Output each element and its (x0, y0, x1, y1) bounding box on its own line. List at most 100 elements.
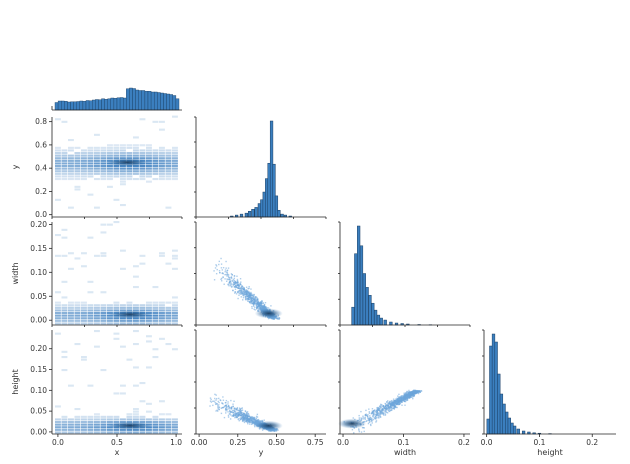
histogram-bar (160, 92, 164, 111)
heatmap-cell (87, 418, 94, 421)
scatter-point (246, 290, 249, 292)
scatter-point (387, 402, 389, 405)
heatmap-cell (159, 165, 165, 168)
scatter-point (384, 402, 386, 405)
scatter-point (210, 398, 212, 401)
heatmap-cell (139, 254, 146, 257)
scatter-point (237, 411, 239, 414)
heatmap-cell (81, 167, 87, 170)
histogram-bar (88, 100, 93, 111)
scatter-point (225, 404, 227, 406)
heatmap-cell (120, 304, 126, 307)
scatter-point (233, 411, 235, 414)
scatter-point (404, 400, 407, 403)
scatter-point (360, 417, 362, 419)
scatter-point (236, 286, 239, 289)
heatmap-cell (165, 317, 172, 320)
scatter-point (221, 402, 224, 404)
x-marginal-histogram (51, 87, 182, 111)
heatmap-cell (172, 421, 178, 424)
scatter-point (245, 412, 248, 415)
heatmap-cell (100, 309, 107, 312)
histogram-bar (153, 91, 158, 111)
scatter-point (376, 414, 378, 417)
scatter-point (255, 300, 257, 303)
heatmap-cell (68, 162, 74, 165)
scatter-point (381, 407, 383, 410)
heatmap-cell (146, 366, 152, 369)
scatter-point (239, 417, 242, 419)
scatter-point (258, 419, 260, 422)
scatter-point (398, 400, 400, 402)
x-tick-label: 0.2 (458, 438, 470, 447)
scatter-point (411, 391, 413, 394)
heatmap-cell (139, 157, 146, 160)
scatter-point (249, 295, 251, 297)
heatmap-cell (61, 306, 68, 309)
heatmap-cell (133, 172, 139, 175)
scatter-point (251, 296, 253, 299)
scatter-point (225, 280, 228, 282)
scatter-point (388, 410, 391, 413)
scatter-point (231, 277, 233, 279)
scatter-point (389, 407, 392, 409)
scatter-point (229, 418, 232, 420)
heatmap-cell (126, 428, 133, 431)
heatmap-cell (152, 149, 159, 152)
scatter-point (246, 295, 248, 297)
heatmap-cell (81, 159, 87, 162)
heatmap-cell (120, 154, 126, 157)
heatmap-cell (68, 206, 74, 209)
heatmap-cell (74, 165, 81, 168)
scatter-point (237, 282, 239, 285)
scatter-point (219, 271, 221, 274)
heatmap-cell (159, 421, 165, 424)
scatter-point (240, 407, 243, 410)
scatter-point (256, 308, 258, 310)
scatter-point (250, 288, 252, 290)
histogram-bar (91, 99, 96, 111)
heatmap-cell (152, 120, 159, 123)
heatmap-cell (87, 152, 94, 155)
scatter-point (390, 400, 392, 403)
heatmap-cell (126, 319, 133, 322)
heatmap-cell (165, 262, 172, 265)
scatter-point (383, 407, 386, 409)
heatmap-cell (113, 421, 120, 424)
scatter-point (376, 411, 378, 414)
scatter-point (242, 415, 245, 418)
scatter-point (412, 393, 414, 396)
scatter-point (373, 417, 376, 420)
scatter-point (248, 287, 250, 290)
scatter-point (375, 416, 378, 419)
scatter-point (225, 267, 227, 269)
heatmap-cell (81, 356, 87, 359)
scatter-point (263, 304, 265, 307)
scatter-point (249, 417, 251, 420)
scatter-point (405, 392, 407, 395)
heatmap-cell (100, 314, 107, 317)
scatter-point (250, 299, 252, 301)
scatter-point (377, 407, 379, 409)
heatmap-cell (152, 431, 159, 434)
heatmap-cell (94, 172, 100, 175)
heatmap-cell (152, 154, 159, 157)
scatter-point (239, 418, 242, 421)
heatmap-cell (146, 431, 152, 434)
heatmap-cell (146, 301, 152, 304)
scatter-point (246, 292, 249, 295)
scatter-point (227, 275, 230, 278)
histogram-bar (141, 90, 146, 111)
scatter-point (222, 406, 225, 409)
scatter-point (230, 414, 232, 416)
scatter-point (245, 295, 247, 298)
scatter-point (228, 278, 230, 281)
heatmap-cell (159, 178, 165, 181)
histogram-bar (129, 87, 133, 111)
scatter-point (234, 409, 236, 411)
scatter-point (263, 306, 265, 308)
scatter-point (414, 393, 416, 395)
scatter-point (232, 284, 235, 286)
scatter-point (386, 408, 388, 410)
scatter-point (391, 409, 393, 411)
